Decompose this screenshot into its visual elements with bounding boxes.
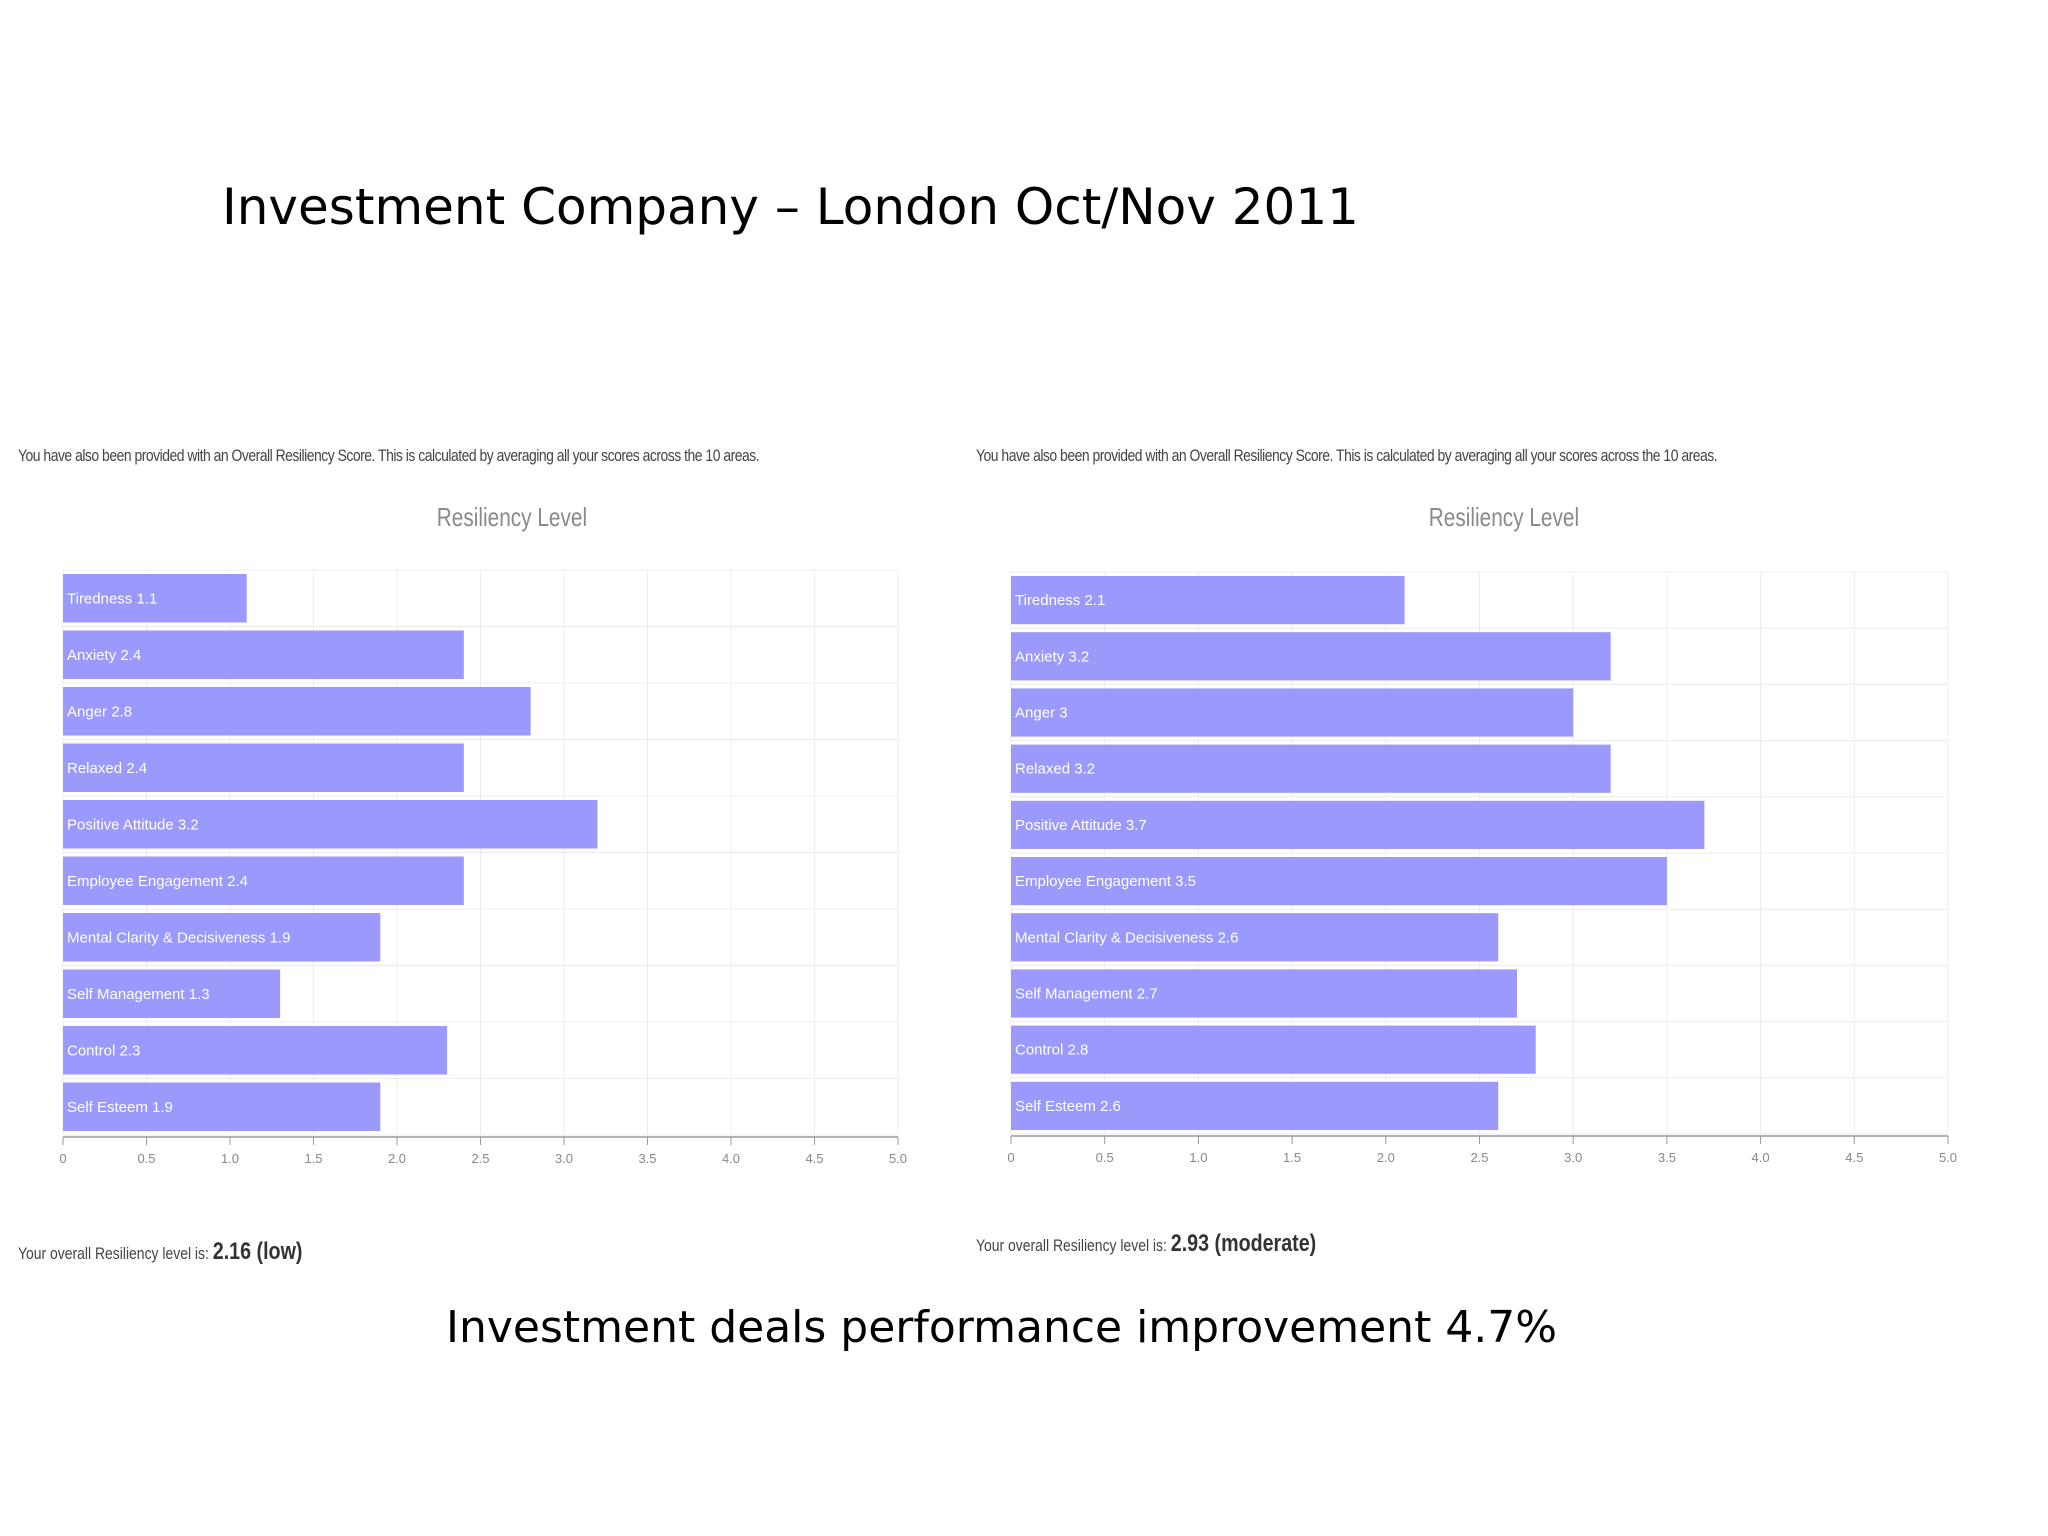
bar-label: Self Esteem 1.9 bbox=[67, 1099, 173, 1116]
bar-label: Relaxed 2.4 bbox=[67, 760, 147, 777]
bar-label: Employee Engagement 2.4 bbox=[67, 873, 248, 890]
bar bbox=[63, 1082, 381, 1131]
bar-label: Anger 2.8 bbox=[67, 703, 132, 720]
bar bbox=[1011, 913, 1499, 962]
x-tick-label: 4.5 bbox=[805, 1151, 823, 1166]
bar bbox=[1011, 800, 1705, 849]
bar-label: Tiredness 1.1 bbox=[67, 590, 157, 607]
overall-resiliency-prefix: Your overall Resiliency level is: bbox=[976, 1236, 1167, 1255]
x-tick-label: 0.5 bbox=[1096, 1150, 1114, 1165]
x-tick-label: 0.5 bbox=[137, 1151, 155, 1166]
performance-improvement-text: Investment deals performance improvement… bbox=[446, 1302, 1558, 1353]
bar bbox=[63, 743, 464, 792]
bar bbox=[1011, 576, 1405, 625]
resiliency-bar-chart-after: Tiredness 2.1 Anxiety 3.2 Anger 3 Relaxed 3… bbox=[1007, 571, 1957, 1165]
bar-label: Tiredness 2.1 bbox=[1015, 592, 1105, 609]
chart-intro-text: You have also been provided with an Over… bbox=[18, 446, 760, 465]
x-tick-label: 3.5 bbox=[1658, 1150, 1676, 1165]
bar-label: Self Esteem 2.6 bbox=[1015, 1098, 1121, 1115]
bar-label: Mental Clarity & Decisiveness 2.6 bbox=[1015, 929, 1238, 946]
bar-label: Self Management 2.7 bbox=[1015, 986, 1158, 1003]
bar bbox=[1011, 969, 1517, 1018]
bar bbox=[1011, 632, 1611, 681]
bar-label: Positive Attitude 3.7 bbox=[1015, 817, 1147, 834]
x-tick-label: 0 bbox=[1007, 1150, 1014, 1165]
x-tick-label: 5.0 bbox=[1939, 1150, 1957, 1165]
x-tick-label: 2.5 bbox=[471, 1151, 489, 1166]
overall-resiliency-prefix: Your overall Resiliency level is: bbox=[18, 1244, 209, 1263]
bar bbox=[63, 630, 464, 679]
chart-title: Resiliency Level bbox=[436, 502, 588, 532]
bar bbox=[63, 969, 281, 1018]
overall-resiliency-line: Your overall Resiliency level is: 2.16 (… bbox=[18, 1238, 302, 1266]
chart-intro-text: You have also been provided with an Over… bbox=[976, 446, 1718, 465]
x-tick-label: 1.5 bbox=[304, 1151, 322, 1166]
bar-label: Control 2.8 bbox=[1015, 1042, 1088, 1059]
resiliency-bar-chart-before: Tiredness 1.1 Anxiety 2.4 Anger 2.8 Relaxed… bbox=[59, 569, 907, 1166]
bar-label: Self Management 1.3 bbox=[67, 986, 210, 1003]
x-tick-label: 3.5 bbox=[638, 1151, 656, 1166]
x-tick-label: 3.0 bbox=[1564, 1150, 1582, 1165]
x-tick-label: 4.0 bbox=[1752, 1150, 1770, 1165]
overall-resiliency-score: 2.93 (moderate) bbox=[1170, 1230, 1317, 1257]
bar bbox=[1011, 1025, 1536, 1074]
bar bbox=[1011, 688, 1574, 737]
bar-label: Anxiety 3.2 bbox=[1015, 648, 1089, 665]
x-tick-label: 2.0 bbox=[1377, 1150, 1395, 1165]
bar-label: Anxiety 2.4 bbox=[67, 647, 141, 664]
x-tick-label: 2.0 bbox=[388, 1151, 406, 1166]
chart-panel-after: You have also been provided with an Over… bbox=[958, 418, 1958, 1284]
bar-label: Control 2.3 bbox=[67, 1042, 140, 1059]
chart-title: Resiliency Level bbox=[1428, 502, 1580, 532]
x-tick-label: 3.0 bbox=[555, 1151, 573, 1166]
bar-label: Mental Clarity & Decisiveness 1.9 bbox=[67, 929, 290, 946]
bar bbox=[1011, 857, 1667, 906]
slide-title: Investment Company – London Oct/Nov 2011 bbox=[222, 178, 1359, 236]
x-tick-label: 2.5 bbox=[1470, 1150, 1488, 1165]
bar bbox=[63, 856, 464, 905]
bar-label: Positive Attitude 3.2 bbox=[67, 816, 199, 833]
bar-label: Relaxed 3.2 bbox=[1015, 761, 1095, 778]
bar-label: Employee Engagement 3.5 bbox=[1015, 873, 1196, 890]
bar bbox=[63, 1026, 448, 1075]
bar-label: Anger 3 bbox=[1015, 705, 1068, 722]
bar bbox=[63, 913, 381, 962]
overall-resiliency-score: 2.16 (low) bbox=[212, 1238, 303, 1265]
bar bbox=[1011, 1081, 1499, 1130]
x-tick-label: 4.0 bbox=[722, 1151, 740, 1166]
bar bbox=[63, 687, 531, 736]
bar bbox=[1011, 744, 1611, 793]
x-tick-label: 4.5 bbox=[1845, 1150, 1863, 1165]
x-tick-label: 0 bbox=[59, 1151, 66, 1166]
bar bbox=[63, 574, 247, 623]
x-tick-label: 5.0 bbox=[889, 1151, 907, 1166]
chart-panel-before: You have also been provided with an Over… bbox=[0, 418, 920, 1284]
x-tick-label: 1.0 bbox=[221, 1151, 239, 1166]
x-tick-label: 1.0 bbox=[1189, 1150, 1207, 1165]
x-tick-label: 1.5 bbox=[1283, 1150, 1301, 1165]
bar bbox=[63, 800, 598, 849]
overall-resiliency-line: Your overall Resiliency level is: 2.93 (… bbox=[976, 1230, 1316, 1258]
